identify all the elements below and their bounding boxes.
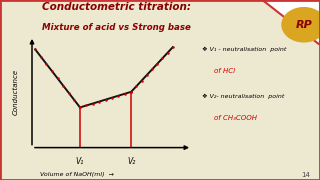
Text: RP: RP xyxy=(295,20,312,30)
Circle shape xyxy=(282,8,320,42)
Text: Conductometric titration:: Conductometric titration: xyxy=(42,2,191,12)
Text: of CH₃COOH: of CH₃COOH xyxy=(214,115,257,121)
Text: ❖ V₁ - neutralisation  point: ❖ V₁ - neutralisation point xyxy=(202,47,286,52)
Text: of HCl: of HCl xyxy=(214,68,236,74)
Text: Volume of NaOH(ml)  →: Volume of NaOH(ml) → xyxy=(40,172,114,177)
Text: ❖ V₂- neutralisation  point: ❖ V₂- neutralisation point xyxy=(202,94,284,99)
Text: Mixture of acid vs Strong base: Mixture of acid vs Strong base xyxy=(42,23,190,32)
Text: V₁: V₁ xyxy=(76,157,84,166)
Text: Conductance: Conductance xyxy=(13,69,19,115)
Text: V₂: V₂ xyxy=(127,157,135,166)
Text: 14: 14 xyxy=(301,172,310,178)
Polygon shape xyxy=(262,0,320,45)
